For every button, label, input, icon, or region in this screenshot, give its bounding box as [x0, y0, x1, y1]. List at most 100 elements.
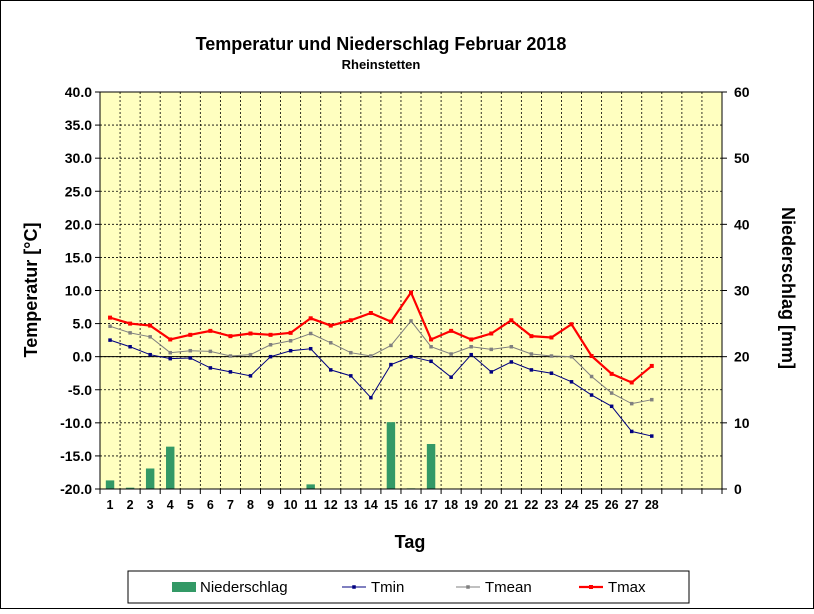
- data-point-tmax: [128, 321, 133, 326]
- x-tick-label: 23: [544, 498, 558, 512]
- x-tick-label: 27: [625, 498, 639, 512]
- data-point-tmax: [589, 354, 594, 359]
- chart-subtitle: Rheinstetten: [342, 57, 421, 72]
- x-tick-label: 18: [444, 498, 458, 512]
- data-point-tmax: [549, 335, 554, 340]
- data-point-tmin: [369, 395, 373, 400]
- data-point-tmax: [368, 310, 373, 315]
- data-point-tmax: [348, 318, 353, 323]
- x-tick-label: 2: [127, 498, 134, 512]
- data-point-tmean: [328, 341, 333, 345]
- data-point-tmean: [489, 347, 494, 352]
- data-point-tmin: [589, 393, 594, 397]
- x-tick-label: 12: [324, 498, 338, 512]
- data-point-tmin: [288, 348, 293, 353]
- x-tick-label: 25: [585, 498, 599, 512]
- x-tick-label: 20: [484, 498, 498, 512]
- data-point-tmin: [349, 374, 353, 378]
- x-tick-label: 1: [107, 498, 114, 512]
- data-point-tmean: [569, 354, 574, 359]
- legend-marker-tmin: [352, 585, 356, 589]
- data-point-tmean: [549, 354, 554, 358]
- precipitation-bar: [426, 444, 436, 489]
- x-axis-title: Tag: [395, 532, 426, 552]
- y-left-tick-label: 40.0: [65, 84, 92, 100]
- precipitation-bar: [125, 487, 135, 489]
- x-tick-label: 8: [247, 498, 254, 512]
- legend-label-tmean: Tmean: [485, 579, 532, 596]
- data-point-tmax: [629, 380, 634, 385]
- data-point-tmax: [429, 337, 434, 342]
- x-tick-label: 28: [645, 498, 659, 512]
- data-point-tmin: [389, 362, 393, 367]
- data-point-tmin: [108, 338, 112, 342]
- data-point-tmean: [589, 374, 594, 379]
- data-point-tmean: [469, 344, 473, 349]
- legend-label-tmin: Tmin: [371, 579, 404, 596]
- data-point-tmax: [449, 328, 454, 333]
- data-point-tmean: [650, 397, 654, 402]
- data-point-tmax: [509, 318, 514, 323]
- data-point-tmax: [609, 371, 614, 376]
- y-left-tick-label: 20.0: [65, 216, 92, 232]
- data-point-tmin: [228, 370, 233, 374]
- data-point-tmax: [529, 334, 534, 339]
- x-tick-label: 14: [364, 498, 378, 512]
- x-tick-label: 15: [384, 498, 398, 512]
- data-point-tmin: [328, 368, 333, 372]
- data-point-tmax: [228, 334, 233, 339]
- y-axis-left-title: Temperatur [°C]: [21, 223, 41, 358]
- legend-swatch-niederschlag: [172, 582, 196, 592]
- data-point-tmean: [248, 352, 253, 357]
- x-tick-label: 16: [404, 498, 418, 512]
- y-left-tick-label: 25.0: [65, 183, 92, 199]
- data-point-tmax: [248, 331, 253, 336]
- data-point-tmin: [609, 404, 614, 409]
- legend-marker-tmean: [466, 585, 470, 589]
- x-tick-label: 24: [565, 498, 579, 512]
- y-axis-right-title: Niederschlag [mm]: [778, 207, 798, 369]
- data-point-tmax: [409, 290, 413, 295]
- data-point-tmean: [268, 343, 273, 347]
- data-point-tmin: [469, 352, 473, 357]
- axis-ticks: 40.0 35.0 30.0 25.0 20.0 15.0 10.0 5.0 0.0 -5.0 -1…: [60, 84, 750, 512]
- x-tick-label: 5: [187, 498, 194, 512]
- data-point-tmean: [148, 335, 152, 339]
- data-point-tmin: [248, 374, 253, 378]
- y-left-tick-label: -5.0: [68, 382, 92, 398]
- data-point-tmean: [389, 343, 393, 348]
- data-point-tmax: [328, 323, 333, 328]
- x-tick-label: 7: [227, 498, 234, 512]
- data-point-tmax: [308, 316, 313, 321]
- y-right-tick-label: 40: [734, 216, 750, 232]
- y-left-tick-label: 15.0: [65, 249, 92, 265]
- x-tick-label: 10: [284, 498, 298, 512]
- x-tick-label: 21: [504, 498, 518, 512]
- y-left-tick-label: 35.0: [65, 117, 92, 133]
- y-right-tick-label: 30: [734, 283, 750, 299]
- x-tick-label: 11: [304, 498, 317, 512]
- data-point-tmax: [208, 328, 213, 333]
- legend-label-niederschlag: Niederschlag: [200, 579, 288, 596]
- data-point-tmean: [629, 401, 634, 406]
- x-tick-label: 9: [267, 498, 274, 512]
- y-right-tick-label: 20: [734, 349, 750, 365]
- data-point-tmin: [509, 360, 514, 364]
- data-point-tmin: [308, 346, 313, 351]
- data-point-tmin: [650, 434, 654, 438]
- y-right-tick-label: 0: [734, 481, 742, 497]
- data-point-tmax: [469, 337, 474, 342]
- precipitation-bar: [145, 468, 155, 489]
- y-left-tick-label: -15.0: [60, 448, 92, 464]
- x-tick-label: 3: [147, 498, 154, 512]
- precipitation-bar: [105, 480, 115, 489]
- series-line-tmin: [109, 339, 652, 437]
- x-tick-label: 6: [207, 498, 214, 512]
- x-tick-label: 4: [167, 498, 174, 512]
- data-point-tmean: [108, 324, 112, 328]
- data-point-tmean: [308, 331, 313, 336]
- y-right-tick-label: 50: [734, 150, 750, 166]
- data-point-tmean: [509, 344, 514, 349]
- chart-title: Temperatur und Niederschlag Februar 2018: [196, 34, 567, 54]
- legend-marker-tmax: [589, 585, 593, 589]
